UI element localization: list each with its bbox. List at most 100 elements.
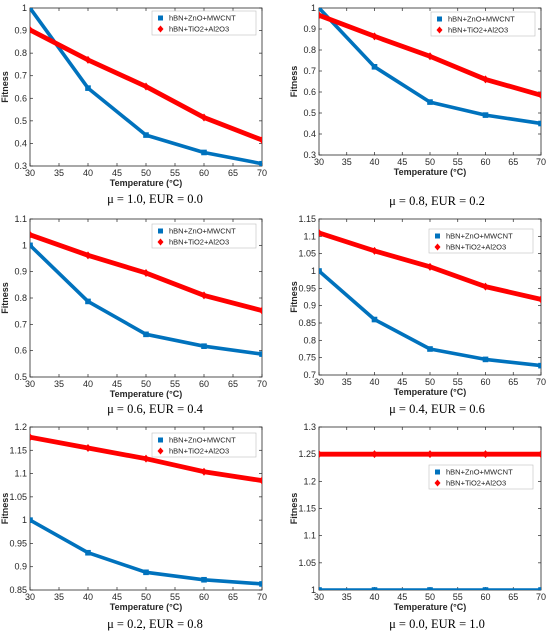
x-axis-label: Temperature (°C) <box>394 387 466 397</box>
x-tick-label: 40 <box>83 592 93 602</box>
x-tick-label: 50 <box>141 379 151 389</box>
x-tick-label: 60 <box>199 592 209 602</box>
x-tick-label: 60 <box>480 592 490 602</box>
y-axis-label: Fitness <box>289 281 299 313</box>
series-2-point <box>426 262 434 271</box>
legend-diamond-icon <box>157 447 164 455</box>
series-2-point <box>371 450 378 459</box>
series-2-point <box>142 82 150 91</box>
x-tick-label: 65 <box>228 168 238 178</box>
x-tick-label: 45 <box>112 592 122 602</box>
series-1-point <box>201 149 207 156</box>
legend-box <box>428 228 534 254</box>
x-tick-label: 35 <box>54 379 64 389</box>
legend-square-icon <box>435 469 440 475</box>
series-2-point <box>200 467 208 476</box>
y-tick-label: 1.2 <box>303 476 316 486</box>
x-tick-label: 40 <box>369 377 379 387</box>
series-1-point <box>371 316 378 323</box>
series-2-point <box>319 11 323 20</box>
chart-panel-1: 30 35 40 45 50 55 60 65 70 0.3 0.4 0.5 0.6 0.7 0.8 0.9 1… <box>0 3 267 206</box>
y-tick-label: 0.85 <box>298 318 316 328</box>
x-tick-label: 45 <box>112 379 122 389</box>
y-tick-label: 1.15 <box>298 214 316 224</box>
y-tick-label: 0.7 <box>14 71 27 81</box>
x-axis-label: Temperature (°C) <box>394 602 466 612</box>
series-2-point <box>30 433 34 442</box>
x-tick-label: 45 <box>397 377 407 387</box>
y-tick-label: 0.6 <box>14 93 27 103</box>
x-tick-label: 70 <box>257 379 267 389</box>
legend-box <box>151 223 257 249</box>
series-1-point <box>85 85 91 91</box>
legend-box <box>428 464 534 490</box>
series-2-point <box>482 75 489 84</box>
series-1-point <box>201 343 207 349</box>
y-tick-label: 0.4 <box>14 138 27 148</box>
x-tick-label: 35 <box>54 168 64 178</box>
legend-diamond-icon <box>157 25 164 33</box>
series-1-point <box>371 64 378 70</box>
x-axis-label: Temperature (°C) <box>110 178 182 188</box>
y-tick-label: 0.5 <box>14 372 27 382</box>
series-2-point <box>426 450 434 459</box>
y-tick-label: 1.1 <box>14 214 27 224</box>
series-2-point <box>482 450 489 459</box>
series-2-point <box>537 295 541 304</box>
legend-label-1: hBN+ZnO+MWCNT <box>446 468 513 477</box>
y-tick-label: 1.05 <box>9 492 27 502</box>
legend-diamond-icon <box>157 238 164 246</box>
series-1-point <box>143 331 149 338</box>
legend-square-icon <box>437 16 442 22</box>
x-tick-label: 45 <box>397 592 407 602</box>
legend-label-2: hBN+TiO2+Al2O3 <box>169 447 229 456</box>
series-2-point <box>258 306 262 315</box>
series-1-point <box>482 587 489 590</box>
x-tick-label: 65 <box>228 592 238 602</box>
legend-diamond-icon <box>434 243 441 251</box>
y-tick-label: 1.15 <box>298 504 316 514</box>
series-2-point <box>84 443 92 452</box>
y-tick-label: 1 <box>311 266 316 276</box>
panel-caption: μ = 0.4, EUR = 0.6 <box>389 402 485 416</box>
x-tick-label: 30 <box>314 157 324 167</box>
x-tick-label: 55 <box>453 157 463 167</box>
series-1-point <box>319 587 322 590</box>
series-1-point <box>85 298 91 305</box>
x-tick-label: 60 <box>199 379 209 389</box>
panel-caption: μ = 1.0, EUR = 0.0 <box>107 192 203 206</box>
legend-box <box>430 11 536 37</box>
x-tick-label: 35 <box>54 592 64 602</box>
y-tick-label: 1.05 <box>298 249 316 259</box>
legend-label-2: hBN+TiO2+Al2O3 <box>169 25 229 34</box>
legend-label-2: hBN+TiO2+Al2O3 <box>446 243 506 252</box>
series-1-point <box>482 356 489 363</box>
y-tick-label: 1.1 <box>303 531 316 541</box>
x-tick-label: 65 <box>508 377 518 387</box>
legend-label-1: hBN+ZnO+MWCNT <box>446 232 513 241</box>
y-tick-label: 1.15 <box>9 445 27 455</box>
legend-square-icon <box>158 228 163 234</box>
series-1-point <box>201 576 207 583</box>
chart-panel-3: 30 35 40 45 50 55 60 65 70 0.5 0.6 0.7 0.8 0.9 1 1.1 Tem… <box>0 214 267 416</box>
x-tick-label: 45 <box>397 157 407 167</box>
legend-square-icon <box>435 233 440 239</box>
series-2-point <box>200 291 208 300</box>
x-tick-label: 30 <box>25 592 35 602</box>
series-1-point <box>538 362 541 369</box>
legend-diamond-icon <box>436 26 443 34</box>
legend-label-1: hBN+ZnO+MWCNT <box>169 227 236 236</box>
x-axis-label: Temperature (°C) <box>394 167 466 177</box>
y-tick-label: 0.9 <box>14 562 27 572</box>
y-tick-label: 0.6 <box>303 87 316 97</box>
x-tick-label: 55 <box>453 377 463 387</box>
x-tick-label: 65 <box>228 379 238 389</box>
series-2-point <box>319 450 323 459</box>
y-tick-label: 1.05 <box>298 558 316 568</box>
x-tick-label: 70 <box>257 592 267 602</box>
series-1-point <box>319 268 322 274</box>
x-tick-label: 55 <box>170 379 180 389</box>
series-2-point <box>371 246 378 255</box>
chart-panel-6: 30 35 40 45 50 55 60 65 70 1 1.05 1.1 1.15 1.2 1.25 1.3… <box>289 422 546 631</box>
series-1-point <box>538 587 541 590</box>
